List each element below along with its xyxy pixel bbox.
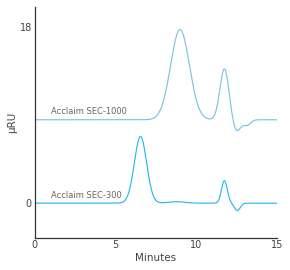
Y-axis label: μRU: μRU [7,112,17,133]
X-axis label: Minutes: Minutes [135,253,176,263]
Text: Acclaim SEC-1000: Acclaim SEC-1000 [51,107,127,116]
Text: Acclaim SEC-300: Acclaim SEC-300 [51,191,122,200]
